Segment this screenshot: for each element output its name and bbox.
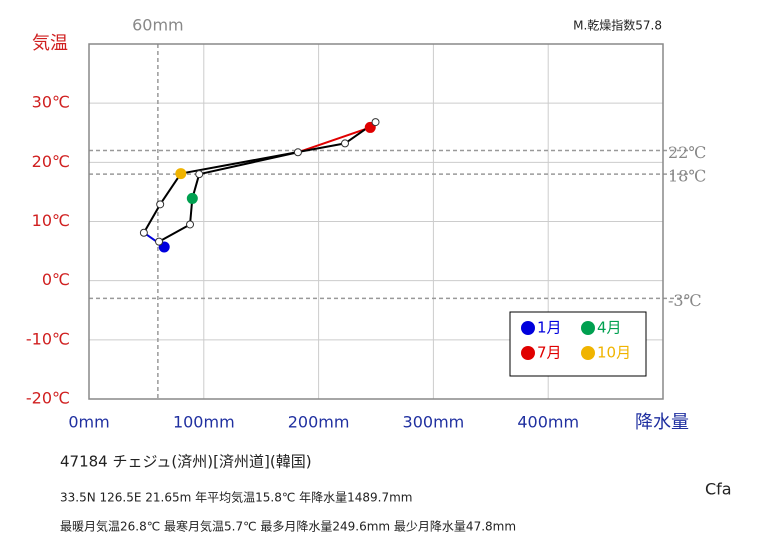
climate-segment — [297, 126, 371, 154]
legend-marker — [581, 321, 595, 335]
x-tick-label: 0mm — [68, 413, 109, 432]
climate-class: Cfa — [705, 480, 732, 499]
legend-label: 7月 — [537, 344, 562, 362]
y-tick-label: 0℃ — [42, 270, 70, 289]
x-tick-label: 200mm — [288, 413, 350, 432]
legend-box — [509, 311, 647, 377]
month-point — [186, 192, 198, 204]
legend-marker — [521, 346, 535, 360]
y-tick-label: 30℃ — [32, 93, 70, 112]
legend-label: 1月 — [537, 319, 562, 337]
x-tick-label: 300mm — [403, 413, 465, 432]
plot-frame — [88, 43, 664, 400]
info-line: 33.5N 126.5E 21.65m 年平均気温15.8℃ 年降水量1489.… — [60, 490, 413, 505]
reference-label: -3℃ — [668, 291, 701, 310]
month-point — [341, 139, 350, 148]
month-point — [156, 200, 165, 209]
legend-marker — [581, 346, 595, 360]
month-point — [139, 228, 148, 237]
month-point — [195, 170, 204, 179]
reference-label: 22℃ — [668, 143, 706, 162]
y-tick-label: -10℃ — [26, 329, 70, 348]
info-line: 最暖月気温26.8℃ 最寒月気温5.7℃ 最多月降水量249.6mm 最少月降水… — [60, 519, 516, 534]
legend-marker — [521, 321, 535, 335]
reference-label: 18℃ — [668, 167, 706, 186]
legend-label: 4月 — [597, 319, 622, 337]
month-point — [175, 168, 187, 180]
y-tick-label: -20℃ — [26, 389, 70, 408]
legend-label: 10月 — [597, 344, 631, 362]
y-tick-label: 20℃ — [32, 152, 70, 171]
month-point — [186, 220, 195, 229]
month-point — [371, 118, 380, 127]
y-tick-label: 10℃ — [32, 211, 70, 230]
x-tick-label: 100mm — [173, 413, 235, 432]
x-tick-label: 400mm — [517, 413, 579, 432]
dryness-index: M.乾燥指数57.8 — [573, 18, 662, 33]
y-axis-label: 気温 — [32, 33, 68, 54]
climate-segment — [180, 142, 346, 175]
reference-label: 60mm — [132, 16, 184, 35]
climate-segment — [159, 173, 182, 205]
station-name: 47184 チェジュ(済州)[済州道](韓国) — [60, 453, 312, 471]
month-point — [155, 237, 164, 246]
month-point — [293, 148, 302, 157]
x-axis-label: 降水量 — [635, 412, 689, 433]
climate-segment — [158, 223, 191, 243]
climate-segment — [143, 203, 162, 234]
